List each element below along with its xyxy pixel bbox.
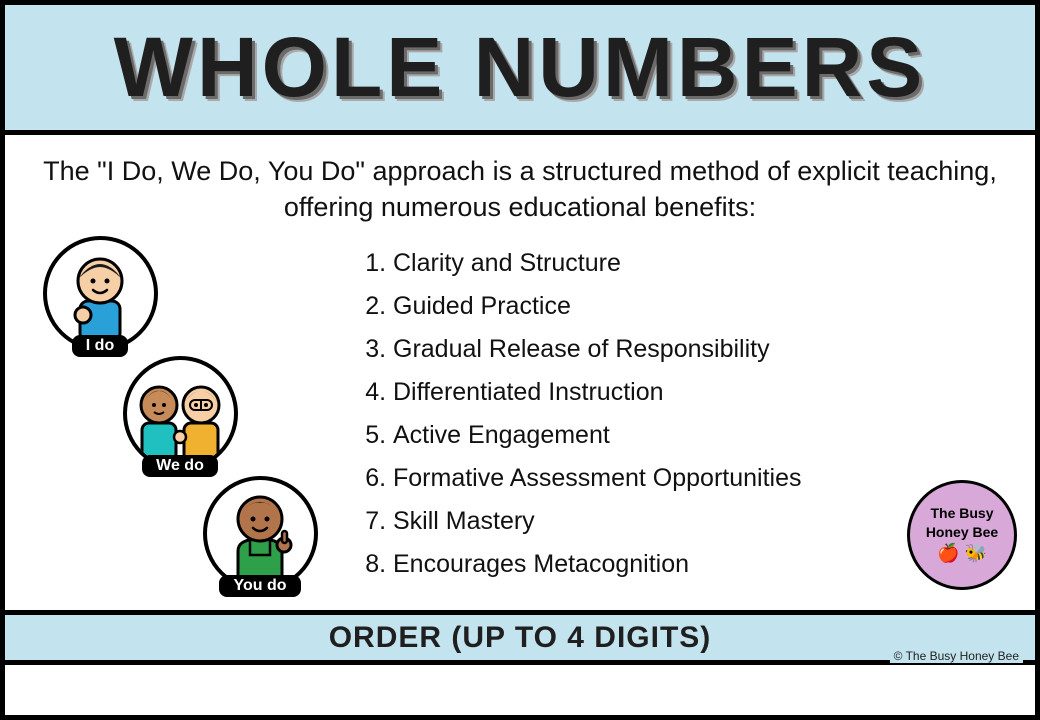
badge-we-do: We do — [115, 356, 245, 477]
badge-you-do-label: You do — [219, 575, 300, 597]
footer-text: ORDER (UP TO 4 DIGITS) — [329, 621, 712, 655]
benefit-item: Clarity and Structure — [393, 242, 1005, 285]
badge-i-do-label: I do — [72, 335, 128, 357]
intro-text: The "I Do, We Do, You Do" approach is a … — [5, 135, 1035, 236]
brand-line2: Honey Bee — [926, 525, 998, 540]
benefit-item: Guided Practice — [393, 285, 1005, 328]
page-frame: WHOLE NUMBERS The "I Do, We Do, You Do" … — [0, 0, 1040, 720]
brand-icons: 🍎 🐝 — [937, 544, 987, 564]
badge-we-do-label: We do — [142, 455, 218, 477]
copyright-text: © The Busy Honey Bee — [890, 649, 1023, 663]
body-row: I do — [5, 236, 1035, 616]
footer: ORDER (UP TO 4 DIGITS) © The Busy Honey … — [0, 610, 1040, 665]
brand-badge: The Busy Honey Bee 🍎 🐝 — [907, 480, 1017, 590]
content-area: The "I Do, We Do, You Do" approach is a … — [5, 135, 1035, 660]
you-do-illustration — [203, 476, 318, 591]
we-do-illustration — [123, 356, 238, 471]
badge-you-do: You do — [195, 476, 325, 597]
page-title: WHOLE NUMBERS — [114, 19, 927, 116]
stage-icons-column: I do — [25, 236, 345, 616]
benefits-column: Clarity and Structure Guided Practice Gr… — [345, 236, 1005, 616]
benefit-item: Gradual Release of Responsibility — [393, 328, 1005, 371]
benefit-item: Formative Assessment Opportunities — [393, 457, 1005, 500]
benefit-item: Differentiated Instruction — [393, 371, 1005, 414]
badge-i-do: I do — [35, 236, 165, 357]
benefit-item: Active Engagement — [393, 414, 1005, 457]
i-do-illustration — [43, 236, 158, 351]
brand-line1: The Busy — [930, 506, 993, 521]
header: WHOLE NUMBERS — [5, 5, 1035, 135]
